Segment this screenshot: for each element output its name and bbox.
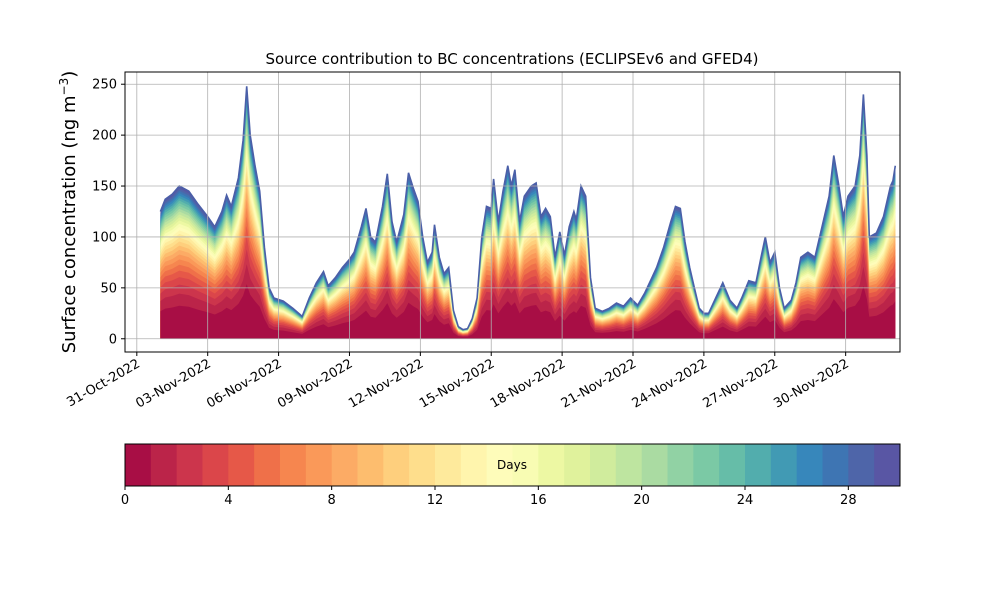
colorbar-swatch-day-6	[280, 444, 307, 486]
colorbar-swatch-day-13	[460, 444, 488, 486]
svg-text:Surface concentration (ng m−3): Surface concentration (ng m−3)	[57, 71, 80, 354]
y-tick-label: 200	[92, 129, 117, 144]
colorbar-tick-label: 4	[224, 493, 232, 508]
colorbar-swatch-day-12	[435, 444, 462, 486]
colorbar-swatch-day-4	[228, 444, 255, 486]
colorbar-frame	[124, 443, 901, 487]
colorbar-swatch-day-9	[357, 444, 384, 486]
colorbar-tick-label: 24	[737, 493, 754, 508]
y-tick-label: 50	[100, 281, 117, 296]
colorbar-swatch-day-18	[590, 444, 617, 486]
x-tick-label: 18-Nov-2022	[488, 356, 568, 411]
y-axis-label: Surface concentration (ng m−3)	[57, 71, 80, 354]
colorbar-swatch-day-25	[770, 444, 798, 486]
colorbar-swatch-day-20	[641, 444, 668, 486]
y-tick-label: 250	[92, 78, 117, 93]
colorbar-swatch-day-15	[512, 444, 539, 486]
colorbar-swatch-day-1	[150, 444, 178, 486]
colorbar-swatch-day-28	[848, 444, 875, 486]
colorbar-swatch-day-0	[125, 444, 152, 486]
x-tick-label: 27-Nov-2022	[700, 356, 780, 411]
area-layer-day-2	[160, 249, 896, 339]
colorbar-swatch-day-11	[409, 444, 436, 486]
y-axis-label-close: )	[59, 71, 80, 78]
x-tick-label: 03-Nov-2022	[133, 356, 213, 411]
colorbar-tick-label: 0	[121, 493, 129, 508]
colorbar-tick-label: 12	[427, 493, 444, 508]
colorbar-swatch-day-23	[719, 444, 746, 486]
colorbar-tick-label: 28	[840, 493, 857, 508]
plot-frame	[124, 71, 901, 353]
colorbar-swatch-day-5	[254, 444, 281, 486]
colorbar-swatch-day-21	[667, 444, 694, 486]
colorbar-label: Days	[497, 458, 527, 472]
area-layer-day-1	[160, 264, 896, 339]
x-tick-label: 31-Oct-2022	[64, 356, 142, 410]
area-layer-day-0	[160, 284, 896, 339]
chart-title: Source contribution to BC concentrations…	[265, 50, 758, 68]
colorbar	[125, 444, 901, 486]
colorbar-swatch-day-29	[874, 444, 901, 486]
x-tick-label: 15-Nov-2022	[417, 356, 497, 411]
x-tick-label: 09-Nov-2022	[275, 356, 355, 411]
y-tick-label: 100	[92, 230, 117, 245]
colorbar-swatch-day-7	[305, 444, 333, 486]
x-tick-label: 06-Nov-2022	[204, 356, 284, 411]
y-tick-label: 0	[109, 332, 117, 347]
colorbar-swatch-day-19	[615, 444, 643, 486]
stacked-area-layers	[159, 86, 897, 339]
colorbar-swatch-day-16	[538, 444, 565, 486]
colorbar-swatch-day-27	[822, 444, 849, 486]
x-tick-label: 24-Nov-2022	[630, 356, 710, 411]
y-axis-label-text: Surface concentration (ng m	[59, 95, 80, 353]
colorbar-swatch-day-8	[331, 444, 358, 486]
colorbar-swatch-day-10	[383, 444, 410, 486]
colorbar-swatch-day-26	[796, 444, 823, 486]
x-axis: 31-Oct-202203-Nov-202206-Nov-202209-Nov-…	[64, 352, 852, 411]
colorbar-axis: 0 4 8 12 16 20 24 28	[121, 486, 857, 508]
y-tick-label: 150	[92, 180, 117, 195]
grid-lines	[125, 72, 900, 352]
colorbar-tick-label: 16	[530, 493, 547, 508]
colorbar-swatch-day-22	[693, 444, 720, 486]
y-axis-label-exponent: −3	[57, 78, 71, 96]
colorbar-swatch-day-3	[202, 444, 229, 486]
y-axis: 0 50 100 150 200 250	[92, 78, 125, 347]
colorbar-tick-label: 20	[633, 493, 650, 508]
x-tick-label: 30-Nov-2022	[771, 356, 851, 411]
colorbar-swatch-day-2	[176, 444, 203, 486]
colorbar-swatch-day-24	[745, 444, 772, 486]
x-tick-label: 21-Nov-2022	[559, 356, 639, 411]
colorbar-swatch-day-14	[486, 444, 513, 486]
colorbar-swatch-day-17	[564, 444, 591, 486]
colorbar-tick-label: 8	[328, 493, 336, 508]
x-tick-label: 12-Nov-2022	[346, 356, 426, 411]
